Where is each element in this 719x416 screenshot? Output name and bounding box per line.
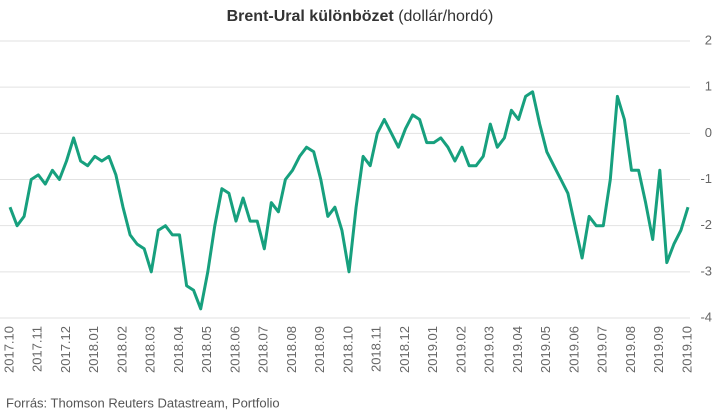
x-tick-label: 2017.11 xyxy=(30,326,45,372)
y-tick-label: 1 xyxy=(705,79,712,94)
x-tick-label: 2018.02 xyxy=(114,326,129,373)
chart-title-group: Brent-Ural különbözet (dollár/hordó) xyxy=(227,8,494,25)
x-tick-label: 2018.11 xyxy=(369,326,384,372)
y-tick-label: -1 xyxy=(700,171,712,186)
chart-subtitle: (dollár/hordó) xyxy=(398,8,493,25)
chart-title: Brent-Ural különbözet xyxy=(227,8,395,25)
x-tick-label: 2019.03 xyxy=(482,326,497,373)
x-tick-label: 2018.12 xyxy=(397,326,412,373)
x-tick-label: 2019.07 xyxy=(595,326,610,373)
y-tick-label: -3 xyxy=(700,263,712,278)
y-tick-label: 0 xyxy=(705,125,712,140)
x-tick-label: 2019.02 xyxy=(453,326,468,373)
x-tick-label: 2019.09 xyxy=(651,326,666,373)
x-tick-label: 2018.01 xyxy=(86,326,101,373)
y-tick-label: -2 xyxy=(700,217,712,232)
x-tick-label: 2017.12 xyxy=(58,326,73,373)
x-tick-label: 2018.09 xyxy=(312,326,327,373)
y-tick-label: -4 xyxy=(700,309,712,324)
x-tick-label: 2019.04 xyxy=(510,326,525,373)
x-tick-label: 2018.03 xyxy=(143,326,158,373)
x-tick-label: 2017.10 xyxy=(1,326,16,373)
y-tick-label: 2 xyxy=(705,32,712,47)
x-tick-label: 2018.06 xyxy=(227,326,242,373)
x-tick-label: 2018.04 xyxy=(171,326,186,373)
x-tick-label: 2018.07 xyxy=(256,326,271,373)
x-tick-label: 2018.10 xyxy=(340,326,355,373)
source: Forrás: Thomson Reuters Datastream, Port… xyxy=(6,395,280,410)
x-tick-label: 2018.05 xyxy=(199,326,214,373)
line xyxy=(8,90,690,311)
x-tick-label: 2019.10 xyxy=(679,326,694,373)
x-tick-label: 2019.08 xyxy=(623,326,638,373)
x-tick-label: 2019.05 xyxy=(538,326,553,373)
x-tick-label: 2019.06 xyxy=(566,326,581,373)
x-tick-label: 2019.01 xyxy=(425,326,440,373)
x-tick-label: 2018.08 xyxy=(284,326,299,373)
